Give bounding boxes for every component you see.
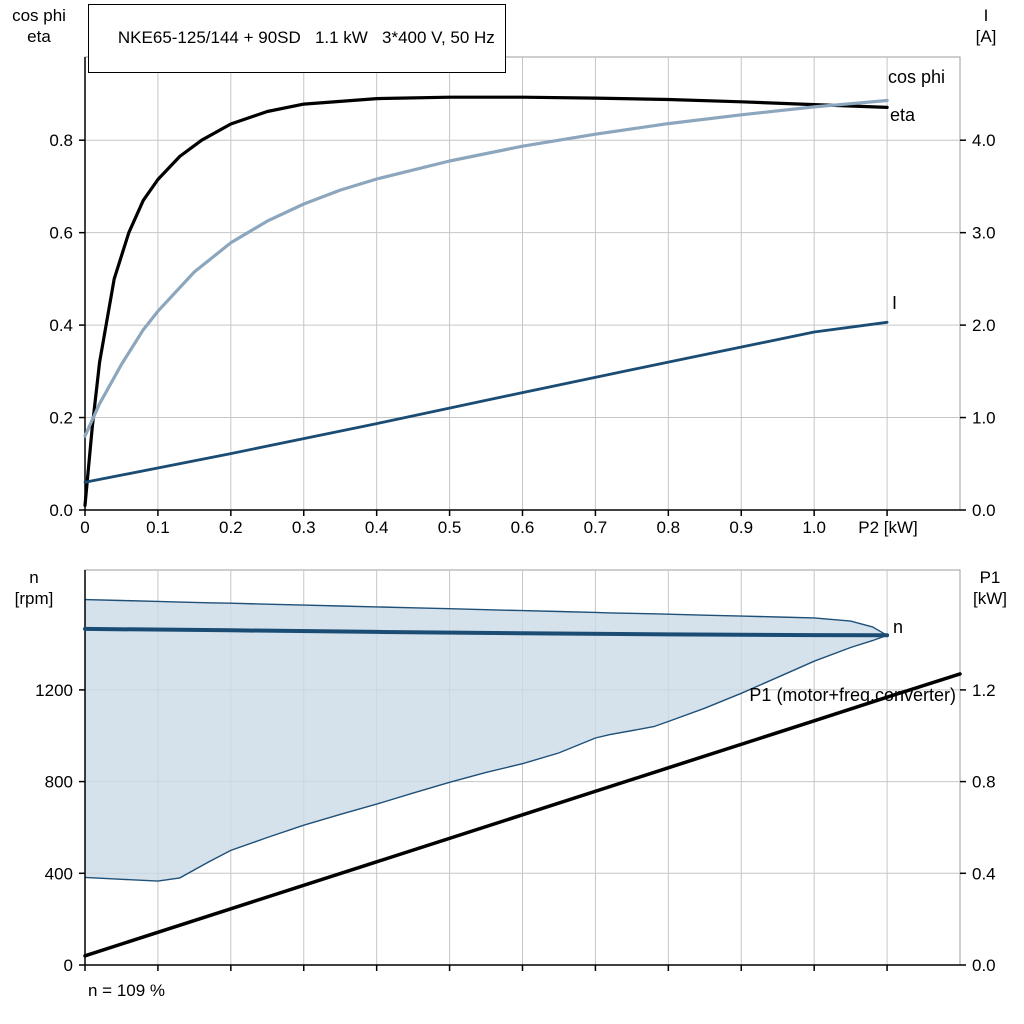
axis-unit-line: n [29, 568, 39, 587]
x-tick-label: 0.9 [729, 518, 753, 537]
right-tick-label: 1.2 [972, 681, 996, 700]
band-upper-edge [84, 598, 888, 636]
axis-unit-line: eta [27, 27, 51, 46]
right-tick-label: 0.0 [972, 501, 996, 520]
x-tick-label: 0.5 [438, 518, 462, 537]
lower-chart: 0 400 800 1200 0.0 0.4 0.8 1.2 n P1 (motor+freq.c… [35, 569, 996, 975]
curve-label-cos-phi: cos phi [888, 67, 945, 87]
band-lower-edge [84, 634, 888, 882]
upper-chart: 0 0.1 0.2 0.3 0.4 0.5 0.6 0.7 0.8 0.9 1.0 P2 [kW] 0.… [49, 56, 996, 537]
right-tick-label: 2.0 [972, 316, 996, 335]
x-tick-label: 0.6 [511, 518, 535, 537]
x-tick-label: 0 [80, 518, 89, 537]
axis-unit-line: [A] [975, 27, 997, 46]
x-tick-label: 1.0 [802, 518, 826, 537]
axis-units-bottom-left: n [rpm] [4, 567, 64, 609]
curve-label-n: n [893, 617, 903, 637]
right-tick-label: 1.0 [972, 409, 996, 428]
axis-unit-line: cos phi [12, 6, 66, 25]
left-tick-label: 1200 [35, 681, 73, 700]
axis-units-bottom-right: P1 [kW] [960, 567, 1020, 609]
left-tick-label: 800 [45, 773, 73, 792]
x-tick-label: 0.8 [657, 518, 681, 537]
speed-range-band [85, 599, 888, 882]
right-tick-label: 0.4 [972, 864, 996, 883]
left-tick-label: 400 [45, 864, 73, 883]
x-tick-label: 0.1 [146, 518, 170, 537]
x-tick-label: 0.3 [292, 518, 316, 537]
left-tick-label: 0.4 [49, 316, 73, 335]
left-tick-label: 0.8 [49, 131, 73, 150]
left-tick-label: 0.0 [49, 501, 73, 520]
series-n [83, 626, 890, 638]
series-eta [83, 95, 889, 507]
x-tick-label: 0.4 [365, 518, 389, 537]
x-tick-label: 0.7 [584, 518, 608, 537]
curve-label-i: I [892, 293, 897, 313]
curve-label-p1-motor-freq-converter: P1 (motor+freq.converter) [749, 685, 956, 705]
axis-units-top-right: I [A] [956, 5, 1016, 47]
axis-unit-line: I [983, 6, 989, 25]
axis-unit-line: [rpm] [14, 589, 54, 608]
curve-label-eta: eta [890, 105, 916, 125]
speed-percent-footnote: n = 109 % [88, 981, 166, 1000]
chart-title-box: NKE65-125/144 + 90SD 1.1 kW 3*400 V, 50 … [88, 4, 506, 73]
series-p1-motor-freq-converter [83, 672, 962, 958]
axis-unit-line: [kW] [973, 589, 1007, 608]
chart-title: NKE65-125/144 + 90SD 1.1 kW 3*400 V, 50 … [117, 28, 495, 47]
right-tick-label: 3.0 [972, 224, 996, 243]
axis-unit-line: P1 [979, 568, 1001, 587]
x-tick-label: 0.2 [219, 518, 243, 537]
x-axis-label: P2 [kW] [858, 518, 918, 537]
right-tick-label: 4.0 [972, 131, 996, 150]
right-tick-label: 0.8 [972, 773, 996, 792]
left-tick-label: 0.6 [49, 224, 73, 243]
series-cos-phi [83, 98, 889, 438]
left-tick-label: 0.2 [49, 409, 73, 428]
left-tick-label: 0 [64, 956, 73, 975]
right-tick-label: 0.0 [972, 956, 996, 975]
series-i [83, 320, 889, 484]
axis-units-top-left: cos phi eta [6, 5, 72, 47]
